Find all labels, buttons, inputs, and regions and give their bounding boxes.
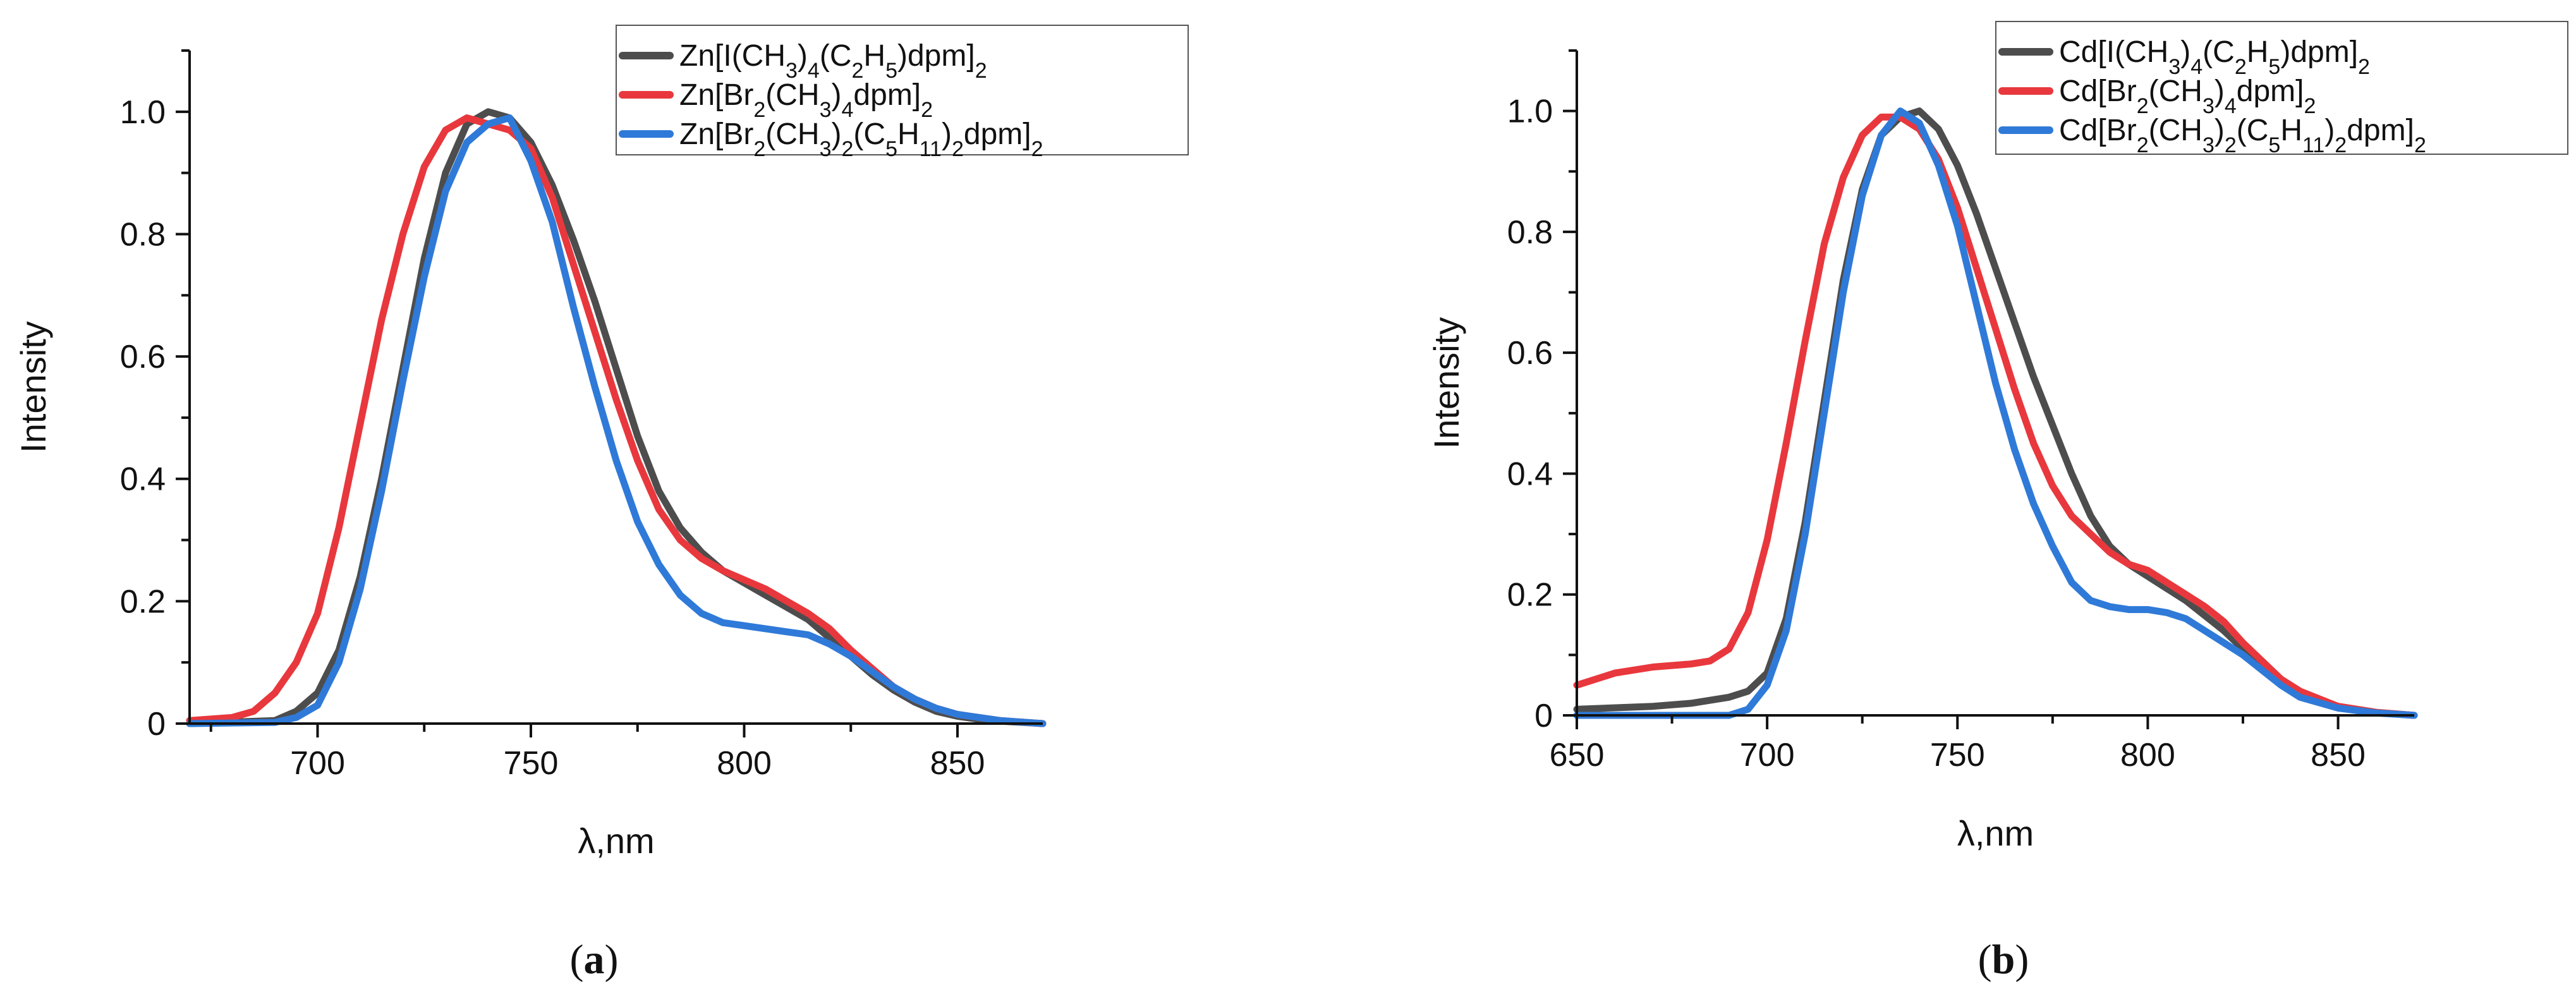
series-line-1 bbox=[186, 108, 1047, 727]
legend-label: Zn[I(CH3)4(C2H5)dpm]2 bbox=[679, 39, 987, 83]
x-tick-label: 850 bbox=[930, 745, 985, 782]
legend: Zn[I(CH3)4(C2H5)dpm]2Zn[Br2(CH3)4dpm]2Zn… bbox=[616, 25, 1189, 161]
series-line-3 bbox=[1573, 107, 2418, 719]
y-axis-title: Intensity bbox=[13, 321, 53, 453]
y-tick-label: 1.0 bbox=[120, 94, 166, 131]
y-tick-label: 0 bbox=[1534, 698, 1553, 734]
y-tick-label: 0.6 bbox=[120, 339, 166, 375]
chart-panel-a: 700 750 800 850 0 0.2 0.4 0.6 0.8 1.0 λ,nm Intensit… bbox=[13, 25, 1189, 983]
y-tick-label: 0 bbox=[147, 706, 166, 743]
y-tick-label: 0.6 bbox=[1507, 335, 1553, 372]
legend: Cd[I(CH3)4(C2H5)dpm]2Cd[Br2(CH3)4dpm]2Cd… bbox=[1995, 21, 2568, 157]
x-tick-label: 800 bbox=[2120, 737, 2175, 774]
x-tick-label: 750 bbox=[1930, 737, 1985, 774]
legend-box bbox=[1995, 21, 2568, 155]
legend-label: Cd[Br2(CH3)4dpm]2 bbox=[2059, 75, 2316, 118]
series-line-3 bbox=[186, 114, 1047, 727]
y-tick-label: 0.8 bbox=[120, 216, 166, 253]
x-tick-label: 800 bbox=[717, 745, 772, 782]
x-axis-title: λ,nm bbox=[578, 821, 654, 861]
legend-label: Zn[Br2(CH3)2(C5H11)2dpm]2 bbox=[679, 118, 1043, 161]
panel-label: (a) bbox=[570, 937, 619, 983]
series-line-1 bbox=[1573, 107, 2418, 719]
y-tick-label: 0.8 bbox=[1507, 214, 1553, 251]
x-tick-label: 650 bbox=[1550, 737, 1605, 774]
series-line-2 bbox=[186, 114, 1047, 727]
chart-panel-b: 650 700 750 800 850 0 0.2 0.4 0.6 0.8 1.0 λ,nm Inten… bbox=[1426, 21, 2568, 983]
y-tick-label: 1.0 bbox=[1507, 94, 1553, 130]
x-tick-label: 700 bbox=[1740, 737, 1795, 774]
y-axis-title: Intensity bbox=[1426, 317, 1466, 449]
legend-label: Cd[I(CH3)4(C2H5)dpm]2 bbox=[2059, 35, 2370, 79]
y-tick-label: 0.2 bbox=[1507, 577, 1553, 614]
legend-box bbox=[616, 25, 1189, 155]
series-line-2 bbox=[1573, 113, 2418, 719]
x-tick-label: 700 bbox=[290, 745, 345, 782]
panel-label: (b) bbox=[1978, 937, 2029, 983]
legend-label: Cd[Br2(CH3)2(C5H11)2dpm]2 bbox=[2059, 114, 2426, 157]
x-tick-label: 850 bbox=[2311, 737, 2366, 774]
y-tick-label: 0.2 bbox=[120, 583, 166, 620]
x-tick-label: 750 bbox=[504, 745, 559, 782]
y-tick-label: 0.4 bbox=[120, 461, 166, 498]
y-tick-label: 0.4 bbox=[1507, 456, 1553, 492]
legend-label: Zn[Br2(CH3)4dpm]2 bbox=[679, 78, 933, 122]
x-axis-title: λ,nm bbox=[1957, 813, 2034, 853]
